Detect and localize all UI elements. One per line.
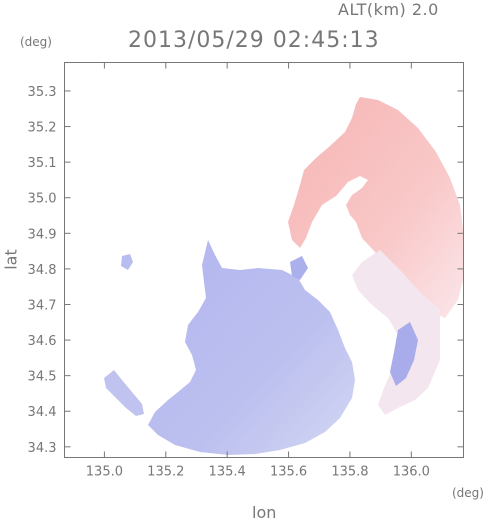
y-tick-label: 34.5 — [28, 370, 57, 385]
southeast-faint-region — [352, 250, 440, 415]
x-axis-label: lon — [252, 503, 277, 522]
y-tick-label: 35.1 — [28, 156, 57, 171]
y-tick-label: 34.6 — [28, 334, 57, 349]
northwest-small-echo — [121, 254, 133, 270]
y-tick-label: 35.0 — [28, 192, 57, 207]
southeast-blue-speckle — [390, 322, 418, 386]
y-tick-label: 35.3 — [28, 85, 57, 100]
northeast-positive-region — [288, 97, 463, 318]
timestamp-title: 2013/05/29 02:45:13 — [128, 28, 380, 53]
altitude-label: ALT(km) 2.0 — [338, 0, 439, 19]
x-tick-label: 135.6 — [270, 465, 307, 480]
southwest-negative-region — [148, 240, 355, 455]
x-tick-label: 135.0 — [86, 465, 123, 480]
x-tick-label: 135.2 — [147, 465, 184, 480]
x-tick-label: 135.8 — [331, 465, 368, 480]
y-axis-unit: (deg) — [20, 35, 52, 49]
x-tick-label: 136.0 — [393, 465, 430, 480]
y-axis-ticks: 34.3 34.4 34.5 34.6 34.7 34.8 34.9 35.0 35.1 35.2… — [28, 85, 464, 456]
y-tick-label: 34.3 — [28, 441, 57, 456]
y-tick-label: 34.4 — [28, 405, 57, 420]
echo-regions — [104, 97, 463, 455]
y-tick-label: 34.9 — [28, 227, 57, 242]
x-axis-ticks: 135.0 135.2 135.4 135.6 135.8 136.0 — [86, 62, 430, 480]
western-strip-echo — [104, 370, 144, 416]
plot-frame — [64, 62, 464, 458]
x-axis-unit: (deg) — [452, 486, 484, 500]
y-tick-label: 34.8 — [28, 263, 57, 278]
y-tick-label: 35.2 — [28, 121, 57, 136]
central-blue-speckle — [290, 256, 308, 280]
x-tick-label: 135.4 — [209, 465, 246, 480]
y-tick-label: 34.7 — [28, 298, 57, 313]
